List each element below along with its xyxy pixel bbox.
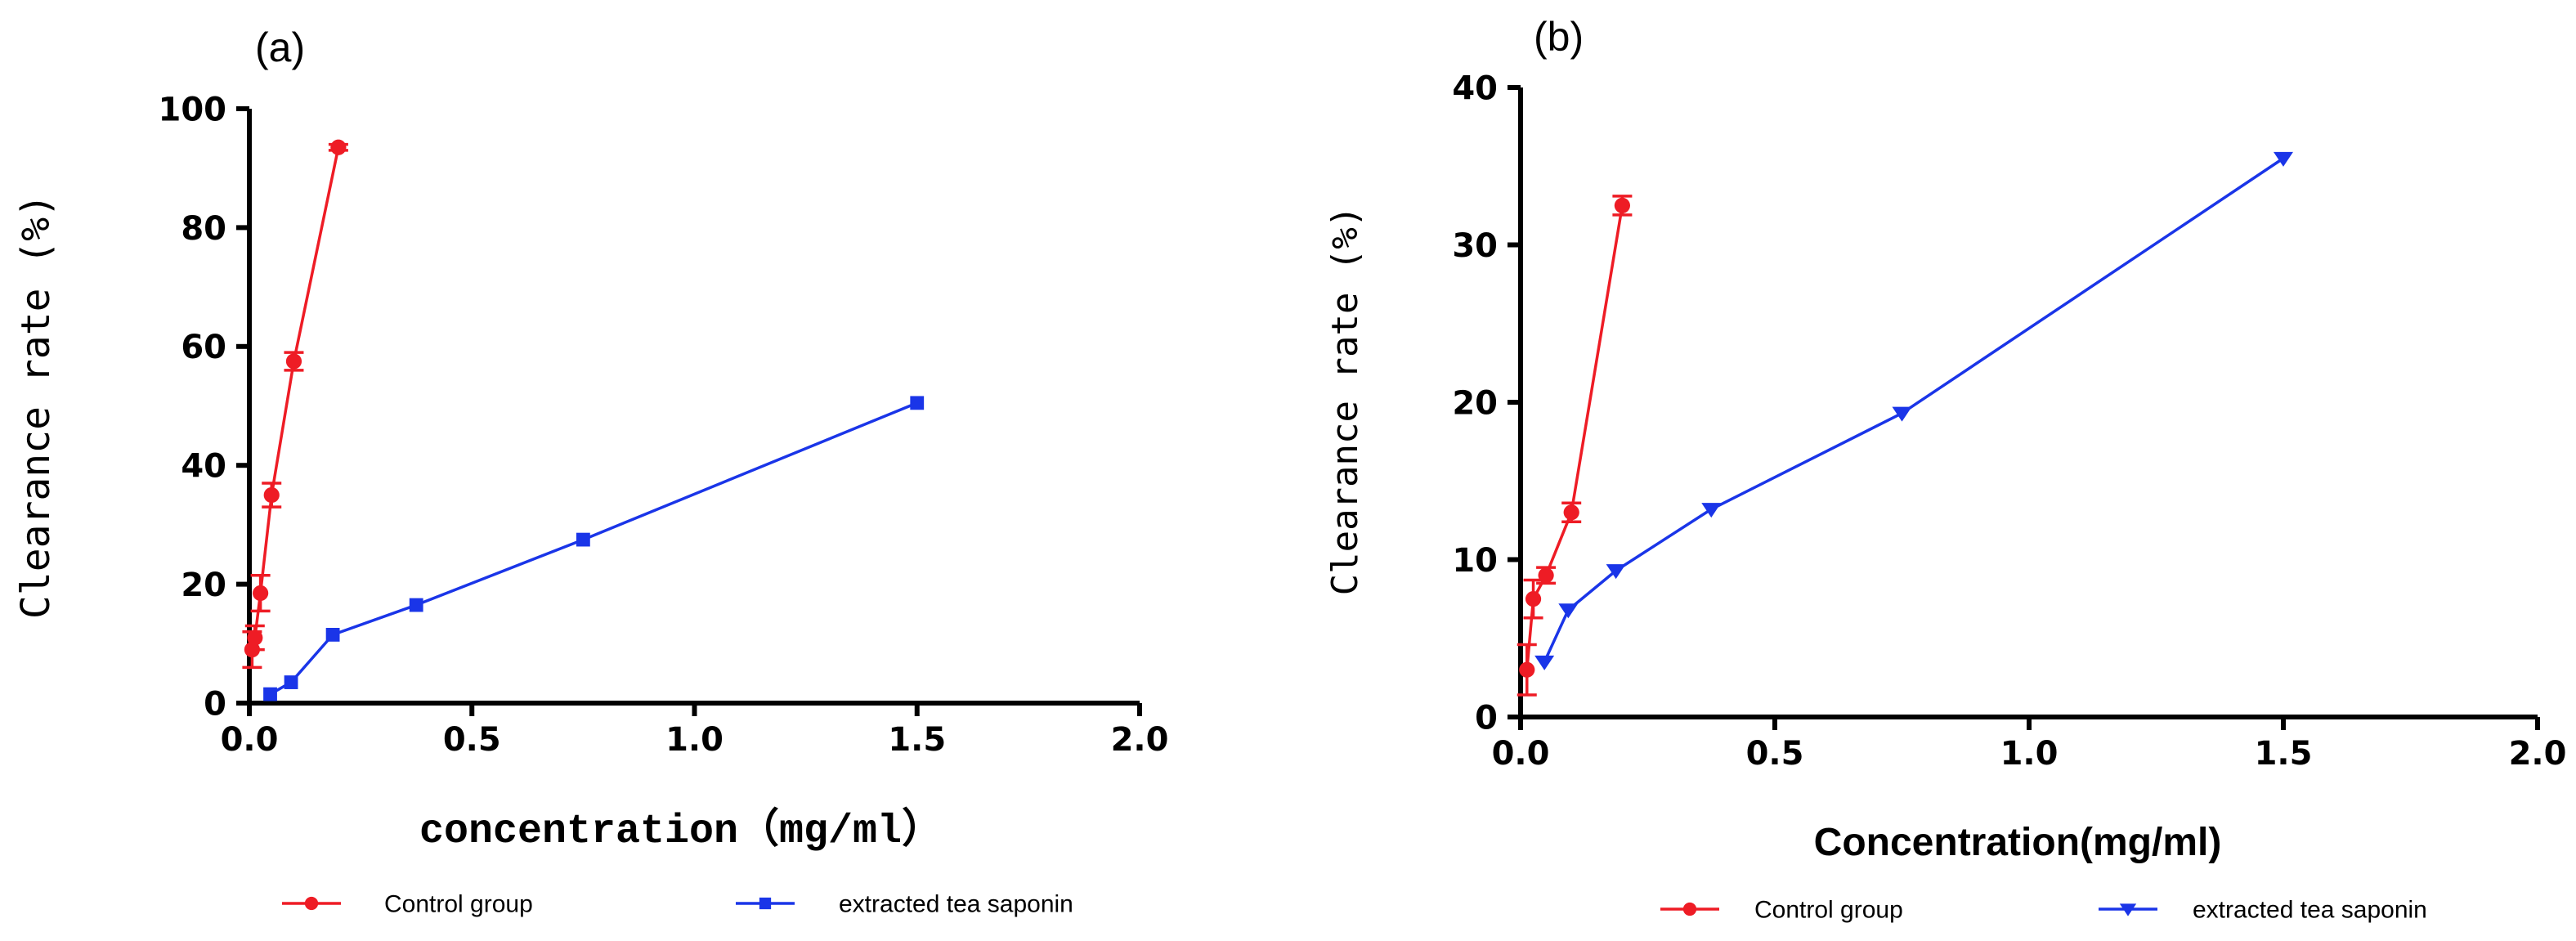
data-point	[1519, 661, 1535, 678]
legend-marker	[2119, 903, 2137, 916]
legend-entry-control-group: Control group	[282, 891, 533, 918]
series-extracted-tea-saponin	[263, 396, 925, 701]
data-point	[253, 585, 269, 602]
x-tick-label: 1.5	[2255, 735, 2313, 773]
y-tick-label: 60	[181, 329, 226, 366]
x-tick-label: 0.5	[443, 721, 501, 759]
data-point	[330, 139, 347, 155]
data-point	[263, 486, 280, 504]
data-point	[2274, 151, 2293, 167]
data-point	[1558, 603, 1579, 619]
x-axis-label: concentration（mg/ml）	[419, 806, 943, 855]
data-point	[247, 630, 263, 646]
x-tick-label: 1.5	[888, 721, 946, 759]
data-point	[263, 687, 277, 701]
data-point	[1563, 504, 1579, 521]
y-axis-label: Clearance rate (%)	[1324, 206, 1366, 596]
data-point	[1534, 655, 1555, 670]
panel-label: (a)	[255, 25, 305, 70]
series-line	[269, 401, 918, 696]
chart-panel-a: (a) 0.0 0.5 1.0 1.5 2.0 0 20 40 60 80 100 concentrat…	[13, 25, 1168, 918]
y-tick-label: 0	[204, 685, 226, 723]
y-axis-label: Clearance rate (%)	[13, 194, 59, 619]
legend-marker	[304, 896, 319, 911]
legend-label: Control group	[384, 891, 533, 918]
data-point	[1701, 503, 1722, 518]
data-point	[1892, 406, 1912, 422]
y-tick-label: 40	[181, 448, 226, 486]
data-point	[1538, 567, 1554, 584]
x-tick-label: 0.0	[1492, 735, 1550, 773]
series-control-group	[1516, 195, 1633, 697]
x-tick-label: 0.5	[1746, 735, 1804, 773]
x-tick-label: 2.0	[1111, 721, 1169, 759]
legend-entry-extracted-tea-saponin: extracted tea saponin	[736, 891, 1073, 918]
data-point	[1614, 197, 1630, 213]
legend-label: extracted tea saponin	[839, 891, 1073, 918]
y-tick-label: 0	[1475, 699, 1498, 737]
series-control-group	[242, 139, 348, 670]
legend-label: Control group	[1754, 897, 1903, 924]
y-tick-label: 100	[159, 91, 227, 128]
chart-panel-b: (b) 0.0 0.5 1.0 1.5 2.0 0 10 20 30 40 Concentration…	[1324, 14, 2566, 924]
data-point	[1525, 591, 1542, 607]
y-tick-label: 20	[1452, 384, 1498, 422]
series-line	[1543, 157, 2284, 663]
data-point	[325, 627, 340, 642]
x-tick-label: 1.0	[2000, 735, 2059, 773]
legend-entry-extracted-tea-saponin: extracted tea saponin	[2099, 897, 2427, 924]
x-axis-label: Concentration(mg/ml)	[1814, 821, 2222, 864]
y-tick-label: 30	[1452, 227, 1498, 265]
legend-marker	[759, 897, 772, 910]
data-point	[285, 353, 302, 370]
x-tick-label: 0.0	[221, 721, 279, 759]
y-tick-label: 20	[181, 567, 226, 604]
x-tick-label: 1.0	[665, 721, 724, 759]
data-point	[409, 598, 423, 612]
y-tick-label: 80	[181, 210, 226, 248]
x-tick-label: 2.0	[2509, 735, 2567, 773]
series-extracted-tea-saponin	[1534, 151, 2293, 670]
data-point	[1606, 564, 1626, 580]
data-point	[576, 532, 590, 547]
legend-marker	[1682, 902, 1697, 916]
series-line	[1525, 205, 1624, 670]
legend-entry-control-group: Control group	[1660, 897, 1903, 924]
y-tick-label: 40	[1452, 69, 1498, 107]
data-point	[284, 675, 298, 689]
data-point	[910, 396, 925, 410]
y-tick-label: 10	[1452, 542, 1498, 580]
panel-label: (b)	[1534, 14, 1584, 60]
legend-label: extracted tea saponin	[2193, 897, 2427, 924]
